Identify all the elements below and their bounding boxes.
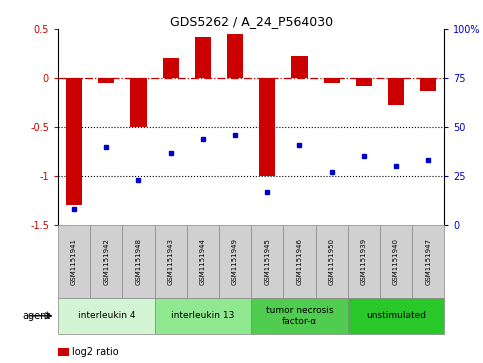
Text: GSM1151945: GSM1151945 [264, 238, 270, 285]
Bar [388, 78, 404, 106]
Bar [420, 78, 436, 91]
Bar [66, 78, 82, 205]
Text: GSM1151949: GSM1151949 [232, 238, 238, 285]
Text: GSM1151942: GSM1151942 [103, 238, 109, 285]
Text: tumor necrosis
factor-α: tumor necrosis factor-α [266, 306, 333, 326]
Bar [324, 78, 340, 83]
Text: GSM1151940: GSM1151940 [393, 238, 399, 285]
Bar [195, 37, 211, 78]
Text: unstimulated: unstimulated [366, 311, 426, 320]
Bar [130, 78, 146, 127]
Bar [356, 78, 372, 86]
Text: GSM1151950: GSM1151950 [328, 238, 335, 285]
Text: GSM1151943: GSM1151943 [168, 238, 174, 285]
Bar [291, 57, 308, 78]
Text: GSM1151946: GSM1151946 [297, 238, 302, 285]
Bar [227, 34, 243, 78]
Text: interleukin 4: interleukin 4 [77, 311, 135, 320]
Text: GSM1151944: GSM1151944 [200, 238, 206, 285]
Bar [259, 78, 275, 176]
Text: interleukin 13: interleukin 13 [171, 311, 235, 320]
Text: GSM1151948: GSM1151948 [135, 238, 142, 285]
Text: GSM1151939: GSM1151939 [361, 238, 367, 285]
Bar [98, 78, 114, 83]
Text: GSM1151947: GSM1151947 [425, 238, 431, 285]
Text: GSM1151941: GSM1151941 [71, 238, 77, 285]
Title: GDS5262 / A_24_P564030: GDS5262 / A_24_P564030 [170, 15, 333, 28]
Bar [163, 58, 179, 78]
Text: log2 ratio: log2 ratio [72, 347, 119, 357]
Text: agent: agent [23, 311, 51, 321]
